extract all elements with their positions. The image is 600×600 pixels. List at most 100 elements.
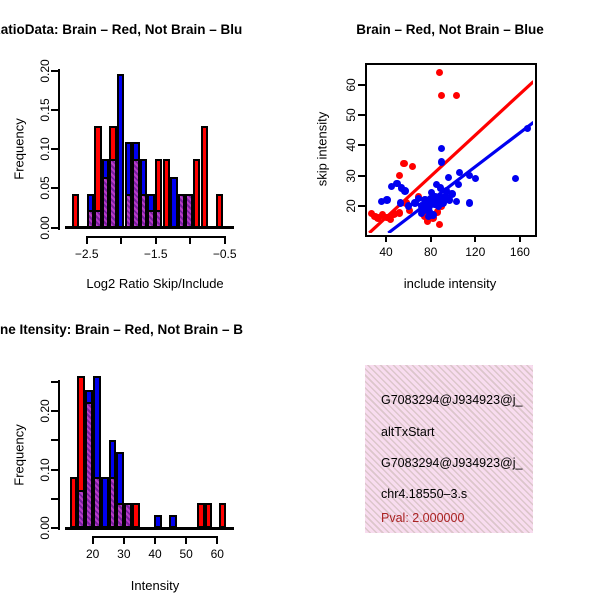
x-tick-label: 40: [379, 245, 393, 260]
y-tick-label: 0.20: [37, 58, 52, 83]
histogram-bar: [69, 477, 78, 529]
data-point-notbrain-blue: [436, 184, 445, 192]
y-axis-tick: [357, 174, 365, 177]
histogram-bar: [117, 73, 125, 228]
x-tick-label: 120: [465, 245, 486, 260]
data-point-notbrain-blue: [383, 196, 391, 204]
overlap-segment: [124, 193, 133, 228]
overlap-segment: [101, 176, 110, 228]
y-axis-line: [57, 379, 60, 531]
histogram-intensity-panel: ne Itensity: Brain – Red, Not Brain – B: [0, 300, 300, 600]
plot-baseline: [65, 226, 234, 230]
overlap-segment: [139, 193, 148, 228]
gene-info-box: G7083294@J934923@j_ altTxStart G7083294@…: [365, 365, 533, 533]
data-point-brain-red: [386, 215, 395, 224]
data-point-notbrain-blue: [432, 181, 440, 189]
data-point-notbrain-blue: [465, 171, 474, 180]
data-point-notbrain-blue: [426, 194, 435, 203]
y-axis-tick: [357, 144, 365, 147]
overlap-segment: [155, 210, 163, 228]
data-point-brain-red: [423, 217, 431, 225]
x-axis-tick: [223, 235, 226, 244]
x-axis-tick: [122, 535, 125, 544]
data-point-notbrain-blue: [420, 206, 428, 215]
gene-id-line-2: G7083294@J934923@j_: [381, 456, 523, 470]
histogram-bar: [204, 503, 213, 529]
data-point-notbrain-blue: [442, 187, 450, 195]
overlap-segment: [77, 490, 86, 529]
data-point-brain-red: [395, 209, 404, 217]
overlap-segment: [85, 402, 94, 529]
histogram-bar: [153, 515, 162, 529]
overlap-segment: [94, 210, 102, 228]
overlap-segment: [86, 210, 95, 228]
data-point-brain-red: [400, 159, 408, 168]
x-axis-tick: [216, 535, 219, 544]
x-tick-label: −2.5: [74, 246, 99, 261]
overlap-segment: [132, 159, 140, 228]
y-tick-label: 0.00: [37, 516, 52, 540]
x-tick-label: 40: [148, 546, 162, 561]
data-point-notbrain-blue: [435, 193, 444, 201]
y-tick-label: 50: [343, 108, 358, 122]
data-point-notbrain-blue: [444, 173, 453, 181]
data-point-notbrain-blue: [424, 212, 433, 221]
data-point-brain-red: [378, 211, 387, 219]
histogram-bar: [218, 503, 227, 529]
data-point-brain-red: [435, 68, 444, 77]
y-tick-label: 0.05: [37, 176, 52, 201]
x-axis-tick: [385, 235, 387, 243]
data-point-notbrain-blue: [429, 211, 437, 219]
plot-baseline: [65, 526, 234, 530]
data-point-notbrain-blue: [438, 158, 446, 166]
y-axis-tick: [50, 527, 58, 530]
data-point-brain-red: [390, 210, 398, 218]
histogram-bar: [94, 125, 102, 228]
data-point-notbrain-blue: [452, 197, 460, 206]
data-point-notbrain-blue: [396, 199, 405, 207]
histogram-bar: [100, 477, 109, 529]
gene-id-line-1: G7083294@J934923@j_: [381, 393, 523, 407]
x-tick-label: 60: [210, 546, 224, 561]
fit-lines-layer: [367, 80, 534, 234]
x-tick-label: 80: [423, 245, 438, 260]
x-axis-tick: [120, 235, 123, 244]
event-type-line: altTxStart: [381, 425, 435, 439]
overlap-segment: [108, 477, 117, 529]
scatter-title: Brain – Red, Not Brain – Blue: [356, 22, 544, 37]
data-point-notbrain-blue: [438, 144, 446, 153]
y-axis-tick: [50, 108, 58, 111]
x-tick-label: 30: [117, 546, 131, 561]
histogram-ratio-xlabel: Log2 Ratio Skip/Include: [86, 276, 224, 291]
data-point-notbrain-blue: [524, 124, 532, 133]
data-point-notbrain-blue: [448, 190, 456, 198]
data-point-brain-red: [405, 206, 414, 215]
histogram-bar: [147, 193, 155, 228]
data-point-notbrain-blue: [445, 196, 454, 204]
x-axis-tick: [474, 235, 477, 243]
y-axis-tick: [50, 226, 58, 229]
y-axis-tick: [357, 83, 365, 86]
data-point-notbrain-blue: [429, 197, 437, 206]
y-tick-label: 20: [343, 199, 358, 213]
data-point-brain-red: [433, 208, 442, 216]
histogram-bar: [170, 176, 178, 228]
data-point-brain-red: [452, 91, 460, 100]
histogram-bar: [116, 452, 125, 529]
y-axis-tick: [50, 187, 58, 190]
data-point-notbrain-blue: [377, 197, 386, 206]
x-axis-tick: [429, 235, 432, 243]
data-point-notbrain-blue: [393, 179, 401, 187]
histogram-bar: [124, 142, 133, 228]
data-point-notbrain-blue: [465, 199, 474, 207]
histogram-bar: [108, 440, 117, 529]
y-axis-tick: [50, 148, 58, 151]
histogram-bar: [131, 503, 140, 529]
x-axis-tick: [85, 235, 88, 244]
x-axis-tick: [91, 535, 94, 544]
y-tick-label: 0.10: [37, 137, 52, 161]
data-point-brain-red: [435, 220, 444, 228]
histogram-intensity-ylabel: Frequency: [11, 424, 27, 486]
data-point-brain-red: [409, 162, 417, 171]
